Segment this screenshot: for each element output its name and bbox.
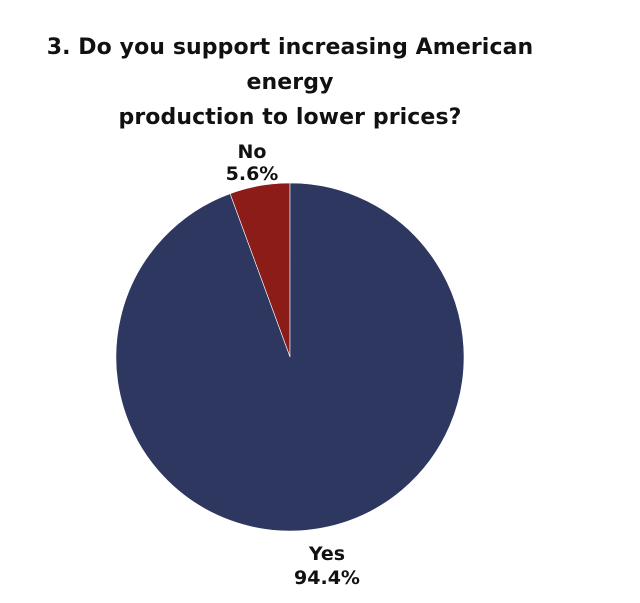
pie-slice-yes bbox=[115, 182, 465, 532]
pie-slices bbox=[115, 182, 465, 532]
chart-title: 3. Do you support increasing American en… bbox=[0, 30, 580, 135]
slice-label-yes: Yes bbox=[308, 543, 345, 565]
slice-value-yes: 94.4% bbox=[294, 567, 360, 589]
pie-labels: No 5.6% Yes 94.4% bbox=[226, 141, 360, 589]
slice-label-no: No bbox=[238, 141, 267, 163]
slice-value-no: 5.6% bbox=[226, 163, 279, 185]
chart-title-line-1: 3. Do you support increasing American en… bbox=[46, 35, 534, 95]
chart-title-line-2: production to lower prices? bbox=[118, 105, 462, 130]
